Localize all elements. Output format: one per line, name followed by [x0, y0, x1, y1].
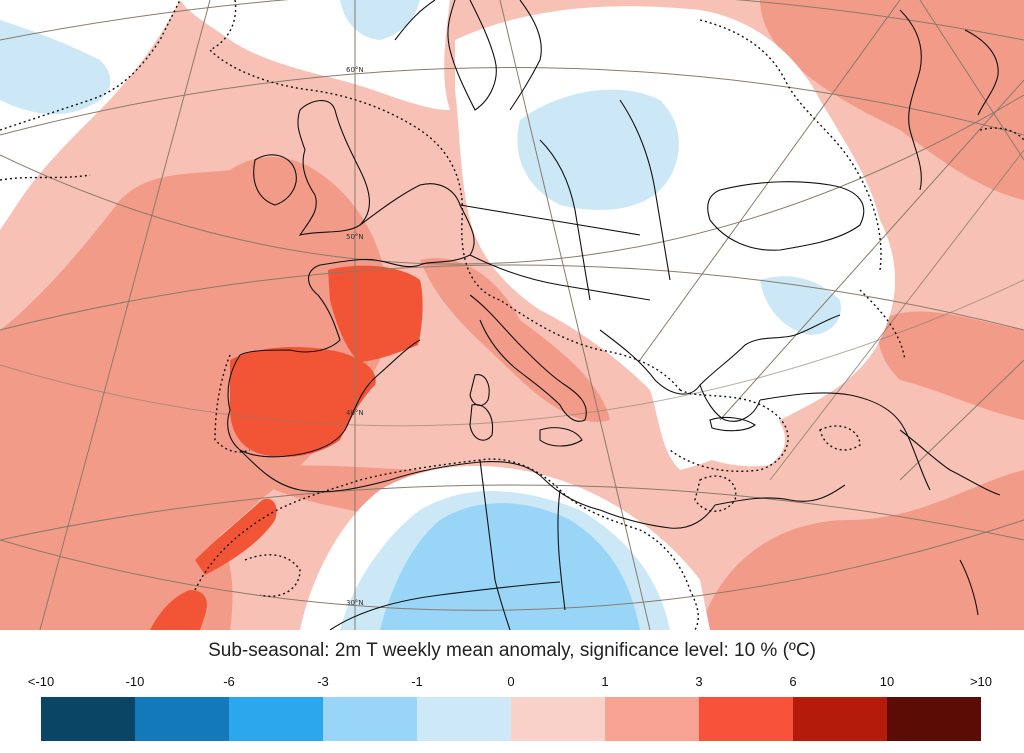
significance-contour-central: [208, 0, 681, 391]
corsica-outline: [469, 374, 490, 406]
levant-coast: [899, 429, 1001, 496]
significance-contour-cyprus: [819, 425, 861, 451]
cool-light-region-scandinavia: [340, 0, 420, 40]
legend-tick-label: 0: [507, 674, 515, 689]
graticule: [0, 0, 1024, 630]
longitude-line-e30: [719, 79, 1024, 421]
border-libya: [557, 489, 566, 611]
border-sahara: [329, 581, 561, 630]
cool-light-region-balkans: [760, 276, 841, 335]
north-africa-coast: [239, 449, 716, 529]
iberia-coast: [227, 339, 421, 458]
warm-mid-region-northeast: [760, 0, 1024, 200]
legend-swatch-6: [605, 697, 699, 741]
legend-tick-label: -1: [411, 674, 423, 689]
sardinia-outline: [469, 404, 494, 441]
latitude-label-60: 60°N: [346, 66, 364, 74]
legend-swatch-0: [41, 697, 135, 741]
significance-contour-atlantic: [0, 0, 181, 131]
legend-swatch-1: [135, 697, 229, 741]
balkans-coast: [599, 314, 841, 395]
crete-outline: [709, 416, 756, 432]
baltic-outline: [509, 0, 542, 111]
latitude-line-60: [0, 0, 1024, 41]
warm-strong-region-iberia: [229, 347, 376, 457]
legend-tick-label: <-10: [27, 674, 55, 689]
latitude-label-30: 30°N: [346, 599, 364, 607]
italy-outline: [469, 294, 587, 422]
caspian-east-coast: [964, 29, 999, 116]
legend-tick-label: -10: [125, 674, 145, 689]
longitude-line-e50: [899, 359, 1024, 481]
border-central-europe-2: [469, 254, 651, 301]
cool-light-region-central-europe: [517, 89, 679, 210]
warm-strong-region-morocco: [195, 498, 277, 575]
warm-mid-region-east: [700, 470, 1024, 630]
coastlines: [227, 0, 1001, 630]
significance-contours: [0, 0, 1024, 630]
scandinavia-outline: [394, 0, 497, 111]
significance-contour-northeast: [979, 127, 1024, 141]
significance-contour-atlantic-2: [0, 174, 91, 181]
border-central-europe-4: [619, 99, 671, 281]
legend-tick-labels: <-10 -10 -6 -3 -1 0 1 3 6 10 >10: [0, 674, 1024, 694]
latitude-line-30: [0, 519, 1024, 611]
black-sea-outline: [707, 181, 865, 251]
warm-mid-region-africa: [0, 420, 233, 630]
legend-swatch-3: [323, 697, 417, 741]
legend-colorbar: [41, 697, 981, 741]
legend-tick-label: 10: [879, 674, 895, 689]
significance-contour-balkans: [859, 289, 906, 361]
warm-mid-region-anatolia: [878, 311, 1024, 420]
legend-tick-label: -6: [223, 674, 235, 689]
longitude-line-e10: [499, 0, 651, 630]
legend-tick-label: -3: [317, 674, 329, 689]
ireland-outline: [253, 154, 297, 206]
great-britain-outline: [297, 100, 371, 236]
border-central-europe-3: [539, 139, 591, 301]
legend-swatch-5: [511, 697, 605, 741]
cool-mid-region-sahara: [380, 503, 640, 630]
border-central-europe-1: [459, 204, 641, 236]
legend-swatch-2: [229, 697, 323, 741]
caspian-coast: [899, 9, 922, 191]
longitude-line-e45: [919, 0, 1024, 161]
warm-strong-region-france: [328, 265, 423, 362]
longitude-line-e20: [639, 0, 901, 361]
anomaly-map: 60°N 50°N 40°N 30°N: [0, 0, 1024, 630]
sicily-outline: [539, 427, 583, 447]
latitude-line-55: [0, 67, 1024, 136]
libya-egypt-coast: [714, 484, 846, 506]
significance-contour-atlas: [244, 554, 301, 597]
latitude-line-40: [0, 279, 1024, 427]
border-algeria-tunisia: [479, 459, 511, 630]
legend-tick-label: 6: [789, 674, 797, 689]
latitude-line-35: [0, 484, 1024, 541]
anatolia-coast: [759, 392, 931, 491]
longitude-line-e40: [769, 149, 1024, 481]
latitude-line-50: [0, 94, 1024, 265]
latitude-label-40: 40°N: [346, 409, 364, 417]
neutral-region-aegean: [665, 389, 785, 467]
latitude-line-45: [0, 264, 1024, 331]
longitude-line-w10: [39, 0, 211, 630]
greece-coast: [699, 384, 761, 422]
legend-tick-label: 3: [695, 674, 703, 689]
legend-tick-label: >10: [969, 674, 993, 689]
red-sea-coast: [959, 559, 979, 616]
significance-contour-iberia: [214, 354, 251, 453]
latitude-label-50: 50°N: [346, 233, 364, 241]
significance-contour-aegean: [669, 389, 789, 472]
warm-strong-region-saharan-coast: [150, 590, 207, 630]
legend-swatch-4: [417, 697, 511, 741]
cool-light-region-atlantic-north: [0, 20, 111, 115]
map-title: Sub-seasonal: 2m T weekly mean anomaly, …: [208, 640, 816, 661]
significance-contour-east: [699, 19, 882, 271]
france-coast: [239, 183, 475, 356]
legend-swatch-8: [793, 697, 887, 741]
legend-swatch-7: [699, 697, 793, 741]
legend-swatch-9: [887, 697, 981, 741]
legend-tick-label: 1: [601, 674, 609, 689]
map-canvas: 60°N 50°N 40°N 30°N: [0, 0, 1024, 630]
